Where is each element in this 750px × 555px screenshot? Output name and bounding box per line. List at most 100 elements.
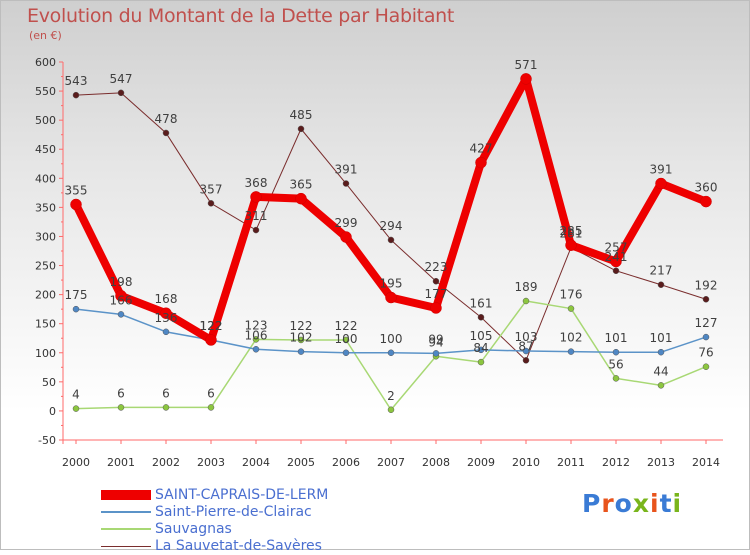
data-point [702, 296, 710, 303]
data-label: 360 [695, 181, 718, 195]
data-label: 101 [605, 331, 628, 345]
logo-letter: t [659, 489, 673, 518]
x-tick-label: 2000 [62, 456, 90, 469]
data-point [297, 336, 305, 344]
data-point [477, 358, 485, 366]
y-tick-label: 100 [35, 347, 56, 360]
data-label: 136 [155, 311, 178, 325]
data-point [700, 195, 712, 208]
data-point [655, 177, 667, 190]
data-label: 168 [155, 292, 178, 306]
data-label: 189 [515, 280, 538, 294]
data-point [72, 405, 80, 412]
data-label: 2 [387, 389, 395, 403]
data-label: 102 [560, 331, 583, 345]
x-tick-label: 2008 [422, 456, 450, 469]
data-point [72, 305, 80, 313]
data-label: 192 [695, 278, 718, 292]
data-point [342, 349, 350, 357]
data-label: 123 [245, 318, 268, 332]
data-label: 44 [653, 364, 668, 378]
data-label: 217 [650, 264, 673, 278]
data-point [252, 346, 260, 353]
data-label: 391 [650, 163, 673, 177]
x-tick-label: 2003 [197, 456, 225, 469]
data-point [162, 328, 170, 336]
data-label: 105 [470, 329, 493, 343]
data-point [295, 192, 307, 205]
data-point [117, 311, 125, 318]
data-label: 285 [560, 224, 583, 238]
data-point [702, 363, 710, 370]
data-label: 177 [425, 287, 448, 301]
y-tick-label: 50 [42, 376, 56, 389]
data-label: 198 [110, 275, 133, 289]
data-point [340, 231, 352, 243]
legend-swatch [101, 528, 151, 530]
logo-letter: i [672, 489, 683, 518]
data-point [610, 255, 622, 268]
data-label: 161 [470, 296, 493, 310]
data-point [342, 180, 350, 187]
x-tick-label: 2004 [242, 456, 270, 469]
data-point [387, 406, 395, 414]
data-point [430, 302, 442, 314]
data-label: 355 [65, 183, 88, 197]
data-point [117, 404, 125, 411]
data-point [342, 336, 350, 344]
data-point [432, 350, 440, 357]
data-label: 103 [515, 330, 538, 344]
legend-label: SAINT-CAPRAIS-DE-LERM [155, 487, 329, 503]
data-label: 106 [245, 328, 268, 342]
data-label: 195 [380, 277, 403, 291]
x-tick-label: 2011 [557, 456, 585, 469]
data-label: 127 [695, 316, 718, 330]
data-label: 547 [110, 72, 133, 86]
x-tick-label: 2005 [287, 456, 315, 469]
logo-letter: x [632, 489, 650, 518]
data-label: 281 [560, 227, 583, 241]
y-tick-label: 600 [35, 56, 56, 69]
y-tick-label: 550 [35, 85, 56, 98]
data-label: 478 [155, 112, 178, 126]
data-point [250, 191, 262, 203]
data-label: 166 [110, 293, 133, 307]
data-point [612, 348, 620, 356]
data-point [72, 91, 80, 99]
data-point [297, 348, 305, 355]
data-point [115, 290, 127, 302]
data-label: 6 [207, 386, 215, 400]
data-label: 4 [72, 388, 80, 402]
data-point [702, 333, 710, 341]
proxiti-logo[interactable]: Proxiti [582, 489, 682, 518]
y-tick-label: 300 [35, 230, 56, 243]
data-label: 571 [515, 58, 538, 72]
y-tick-label: -50 [38, 434, 56, 447]
data-point [657, 348, 665, 356]
data-point [477, 314, 485, 321]
y-tick-label: 200 [35, 289, 56, 302]
data-label: 241 [605, 250, 628, 264]
data-label: 100 [380, 332, 403, 346]
x-tick-label: 2009 [467, 456, 495, 469]
data-point [477, 346, 485, 354]
data-point [612, 375, 620, 382]
data-point [252, 336, 260, 343]
data-point [387, 236, 395, 244]
data-point [162, 404, 170, 411]
data-point [162, 129, 170, 137]
logo-letter: o [614, 489, 633, 518]
x-tick-label: 2013 [647, 456, 675, 469]
x-tick-label: 2012 [602, 456, 630, 469]
data-point [657, 382, 665, 389]
data-label: 84 [473, 341, 488, 355]
data-label: 427 [470, 142, 493, 156]
legend-swatch [101, 490, 151, 500]
data-point [565, 239, 577, 251]
y-tick-label: 150 [35, 318, 56, 331]
y-tick-label: 450 [35, 143, 56, 156]
data-point [252, 226, 260, 234]
y-tick-label: 500 [35, 114, 56, 127]
